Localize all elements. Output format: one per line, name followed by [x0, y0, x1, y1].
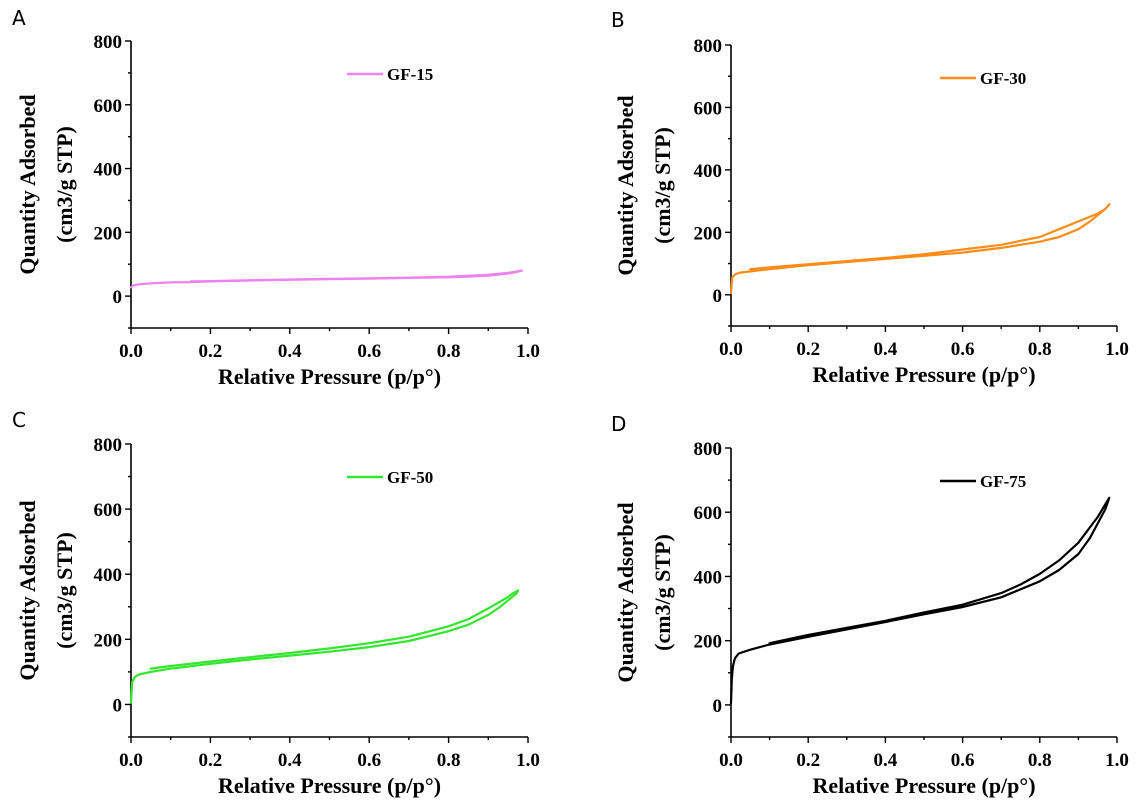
- y-axis-title: Quantity Adsorbed: [613, 95, 638, 275]
- x-tick-label: 0.6: [357, 750, 381, 771]
- x-tick-label: 0.0: [119, 341, 143, 362]
- y-tick-label: 600: [694, 98, 723, 119]
- y-axis-title: Quantity Adsorbed: [15, 500, 40, 680]
- y-tick-label: 200: [94, 630, 123, 651]
- y-axis-unit: (cm3/g STP): [52, 126, 77, 243]
- y-axis-title: Quantity Adsorbed: [613, 502, 638, 682]
- y-tick-label: 800: [694, 36, 723, 57]
- panel-letter: D: [611, 412, 626, 436]
- legend-label: GF-30: [980, 69, 1026, 88]
- chart-panel-c: C 0 200 400 600 800 0.0 0.2 0.4 0.6 0.8 1.0 Relative…: [12, 408, 540, 798]
- y-tick-label: 800: [94, 32, 123, 53]
- y-tick-label: 600: [94, 500, 123, 521]
- x-tick-label: 1.0: [516, 750, 540, 771]
- x-tick-label: 0.0: [719, 750, 743, 771]
- series-line-gf-75: [729, 496, 1111, 705]
- x-axis-title: Relative Pressure (p/p°): [218, 773, 441, 798]
- y-tick-label: 200: [94, 223, 123, 244]
- y-tick-label: 400: [694, 161, 723, 182]
- x-tick-label: 0.8: [437, 750, 461, 771]
- chart-panel-d: D 0 200 400 600 800 0.0 0.2 0.4 0.6 0.8 1.0 Relative…: [611, 412, 1129, 798]
- x-tick-label: 0.0: [719, 339, 743, 360]
- y-axis-unit: (cm3/g STP): [52, 532, 77, 649]
- x-tick-label: 0.6: [951, 750, 975, 771]
- x-tick-label: 1.0: [1105, 750, 1129, 771]
- legend-label: GF-15: [387, 65, 433, 84]
- y-tick-label: 800: [694, 439, 723, 460]
- y-tick-label: 0: [713, 286, 723, 307]
- x-tick-label: 0.2: [199, 750, 223, 771]
- x-tick-label: 0.4: [278, 750, 302, 771]
- y-tick-label: 0: [113, 695, 123, 716]
- y-tick-label: 0: [713, 696, 723, 717]
- panel-letter: A: [12, 6, 26, 30]
- y-tick-label: 200: [694, 223, 723, 244]
- x-tick-label: 0.8: [437, 341, 461, 362]
- x-tick-label: 0.8: [1028, 339, 1052, 360]
- y-tick-label: 400: [694, 567, 723, 588]
- x-tick-label: 0.4: [874, 750, 898, 771]
- y-axis-unit: (cm3/g STP): [650, 127, 675, 244]
- x-tick-label: 0.6: [357, 341, 381, 362]
- x-tick-label: 0.2: [796, 750, 820, 771]
- y-axis-unit: (cm3/g STP): [650, 534, 675, 651]
- x-tick-label: 0.2: [796, 339, 820, 360]
- x-axis-title: Relative Pressure (p/p°): [218, 364, 441, 389]
- y-axis-title: Quantity Adsorbed: [15, 94, 40, 274]
- x-tick-label: 1.0: [1105, 339, 1129, 360]
- x-tick-label: 0.2: [199, 341, 223, 362]
- legend-label: GF-50: [387, 468, 433, 487]
- series-line-gf-15: [129, 269, 524, 289]
- x-tick-label: 0.8: [1028, 750, 1052, 771]
- y-tick-label: 0: [113, 287, 123, 308]
- panel-letter: C: [12, 408, 26, 432]
- x-axis-title: Relative Pressure (p/p°): [812, 362, 1035, 387]
- y-tick-label: 400: [94, 565, 123, 586]
- legend-label: GF-75: [980, 472, 1026, 491]
- series-line-gf-50: [129, 589, 520, 704]
- y-tick-label: 600: [94, 96, 123, 117]
- y-tick-label: 400: [94, 160, 123, 181]
- x-tick-label: 0.0: [119, 750, 143, 771]
- y-tick-label: 200: [694, 632, 723, 653]
- x-tick-label: 1.0: [516, 341, 540, 362]
- x-tick-label: 0.6: [951, 339, 975, 360]
- y-tick-label: 600: [694, 503, 723, 524]
- chart-panel-b: B 0 200 400 600 800 0.0 0.2 0.4 0.6 0.8 1.0 Relative…: [611, 8, 1129, 387]
- y-tick-label: 800: [94, 435, 123, 456]
- x-axis-title: Relative Pressure (p/p°): [812, 773, 1035, 798]
- chart-panel-a: A 0 200 400 600 800 0.0 0.2 0.4 0.6 0.8 1.0 Relative…: [12, 6, 540, 389]
- x-tick-label: 0.4: [874, 339, 898, 360]
- panel-letter: B: [611, 8, 625, 32]
- x-tick-label: 0.4: [278, 341, 302, 362]
- series-line-gf-30: [729, 203, 1111, 295]
